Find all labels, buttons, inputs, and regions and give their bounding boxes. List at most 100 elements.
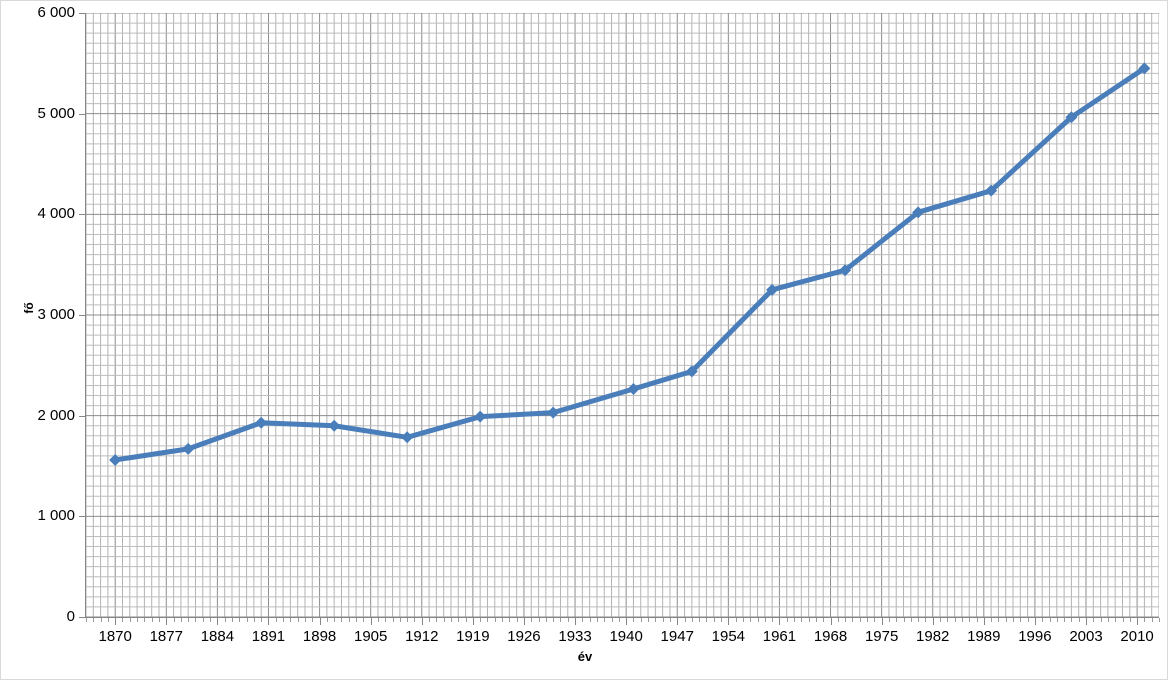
x-axis-tick-minor (596, 618, 598, 622)
x-axis-tick-minor (231, 618, 233, 622)
y-axis-tick-label: 1 000 (37, 507, 75, 525)
x-axis-tick-major (575, 618, 577, 625)
x-axis-tick-minor (1013, 618, 1014, 622)
x-axis-tick-minor (1064, 618, 1066, 622)
y-axis-tick (79, 214, 86, 216)
x-axis-tick-major (370, 618, 372, 625)
x-axis-tick-minor (852, 618, 854, 622)
x-axis-tick-minor (910, 618, 912, 622)
x-axis-tick-label: 1912 (405, 628, 439, 645)
y-axis-tick (79, 113, 86, 115)
x-axis-tick-minor (1107, 618, 1109, 622)
x-axis-tick-label: 1961 (762, 628, 797, 645)
x-axis-tick-minor (239, 618, 241, 622)
x-axis-tick-minor (801, 618, 803, 622)
x-axis-tick-minor (253, 618, 255, 622)
x-axis-tick-minor (158, 618, 160, 622)
x-axis-tick-minor (516, 618, 518, 622)
x-axis-tick-minor (414, 618, 416, 622)
x-axis-tick-minor (385, 618, 387, 622)
y-axis-labels: 0 1 000 2 000 3 000 4 000 5 000 6 000 (1, 1, 75, 681)
x-axis-tick-minor (1093, 618, 1095, 622)
x-axis-tick-minor (713, 618, 715, 622)
x-axis-tick-minor (691, 618, 693, 622)
x-axis-tick-major (268, 618, 270, 625)
x-axis-tick-label: 2010 (1120, 628, 1154, 645)
x-axis-tick-minor (604, 618, 606, 622)
x-axis-tick-label: 1919 (456, 628, 490, 645)
x-axis-tick-minor (998, 618, 1000, 622)
x-axis-tick-major (677, 618, 679, 625)
x-axis-tick-label: 1996 (1018, 628, 1052, 645)
x-axis-tick-minor (1020, 618, 1022, 622)
x-axis-tick-minor (655, 618, 657, 622)
y-axis-tick (79, 315, 86, 316)
x-axis-tick-minor (954, 618, 956, 622)
x-axis-tick-minor (772, 618, 774, 622)
x-axis-tick-minor (538, 618, 540, 622)
x-axis-tick-label: 1982 (916, 628, 950, 645)
x-axis-tick-label: 1933 (558, 628, 592, 645)
x-axis-tick-minor (859, 618, 861, 622)
x-axis-tick-minor (582, 618, 584, 622)
x-axis-tick-minor (640, 618, 642, 622)
x-axis-tick-minor (129, 618, 131, 622)
x-axis-tick-minor (633, 618, 635, 622)
x-axis-tick-minor (757, 618, 759, 622)
x-axis-tick-minor (750, 618, 752, 622)
x-axis-tick-minor (377, 618, 379, 622)
x-axis-tick-label: 1898 (302, 628, 337, 645)
x-axis-tick-minor (925, 618, 927, 622)
plot-area (86, 13, 1159, 617)
x-axis-tick-minor (662, 618, 664, 622)
x-axis-tick-minor (1056, 618, 1058, 622)
y-axis-tick-label: 6 000 (37, 4, 75, 21)
x-axis-tick-minor (144, 618, 146, 622)
x-axis-tick-label: 1884 (200, 628, 235, 645)
x-axis-tick-minor (961, 618, 963, 622)
x-axis-tick-minor (188, 618, 190, 622)
x-axis-tick-minor (283, 618, 285, 622)
x-axis-tick-major (217, 618, 219, 625)
x-axis-tick-label: 1905 (353, 628, 388, 645)
x-axis-tick-minor (1129, 618, 1131, 622)
x-axis-tick-major (421, 618, 423, 625)
x-axis-tick-minor (764, 618, 766, 622)
x-axis-tick-minor (837, 618, 839, 622)
y-axis-tick (79, 516, 86, 518)
x-axis-tick-minor (86, 618, 87, 622)
x-axis-tick-minor (334, 618, 336, 622)
x-axis-tick-minor (356, 618, 358, 622)
x-axis-tick-minor (867, 618, 869, 622)
x-axis-tick-minor (348, 618, 350, 622)
x-axis-tick-major (1034, 618, 1036, 625)
x-axis-tick-minor (823, 618, 825, 622)
x-axis-line (86, 617, 1159, 618)
x-axis-tick-label: 1891 (251, 628, 286, 645)
x-axis-tick-minor (699, 618, 701, 622)
x-axis-tick-minor (1042, 618, 1044, 622)
x-axis-tick-label: 1926 (507, 628, 541, 645)
x-axis-tick-minor (589, 618, 591, 622)
x-axis-tick-minor (494, 618, 496, 622)
x-axis-tick-major (881, 618, 883, 625)
x-axis-tick-label: 1940 (609, 628, 643, 645)
x-axis-tick-minor (509, 618, 511, 622)
x-axis-tick-minor (1049, 618, 1051, 622)
x-axis-tick-minor (407, 618, 409, 622)
x-axis-tick-minor (1122, 618, 1124, 622)
x-axis-tick-minor (560, 618, 562, 622)
x-axis-tick-minor (202, 618, 204, 622)
x-axis-tick-minor (611, 618, 613, 622)
x-axis-tick-minor (443, 618, 445, 622)
y-axis-tick-label: 0 (66, 608, 75, 625)
x-axis-tick-minor (947, 618, 949, 622)
y-axis-title: fő (22, 302, 36, 314)
x-axis-tick-major (983, 618, 985, 625)
x-axis-tick-minor (399, 618, 401, 622)
x-axis-tick-minor (100, 618, 102, 622)
x-axis-tick-minor (874, 618, 876, 622)
x-axis-tick-minor (1115, 618, 1117, 622)
x-axis-tick-minor (1100, 618, 1102, 622)
